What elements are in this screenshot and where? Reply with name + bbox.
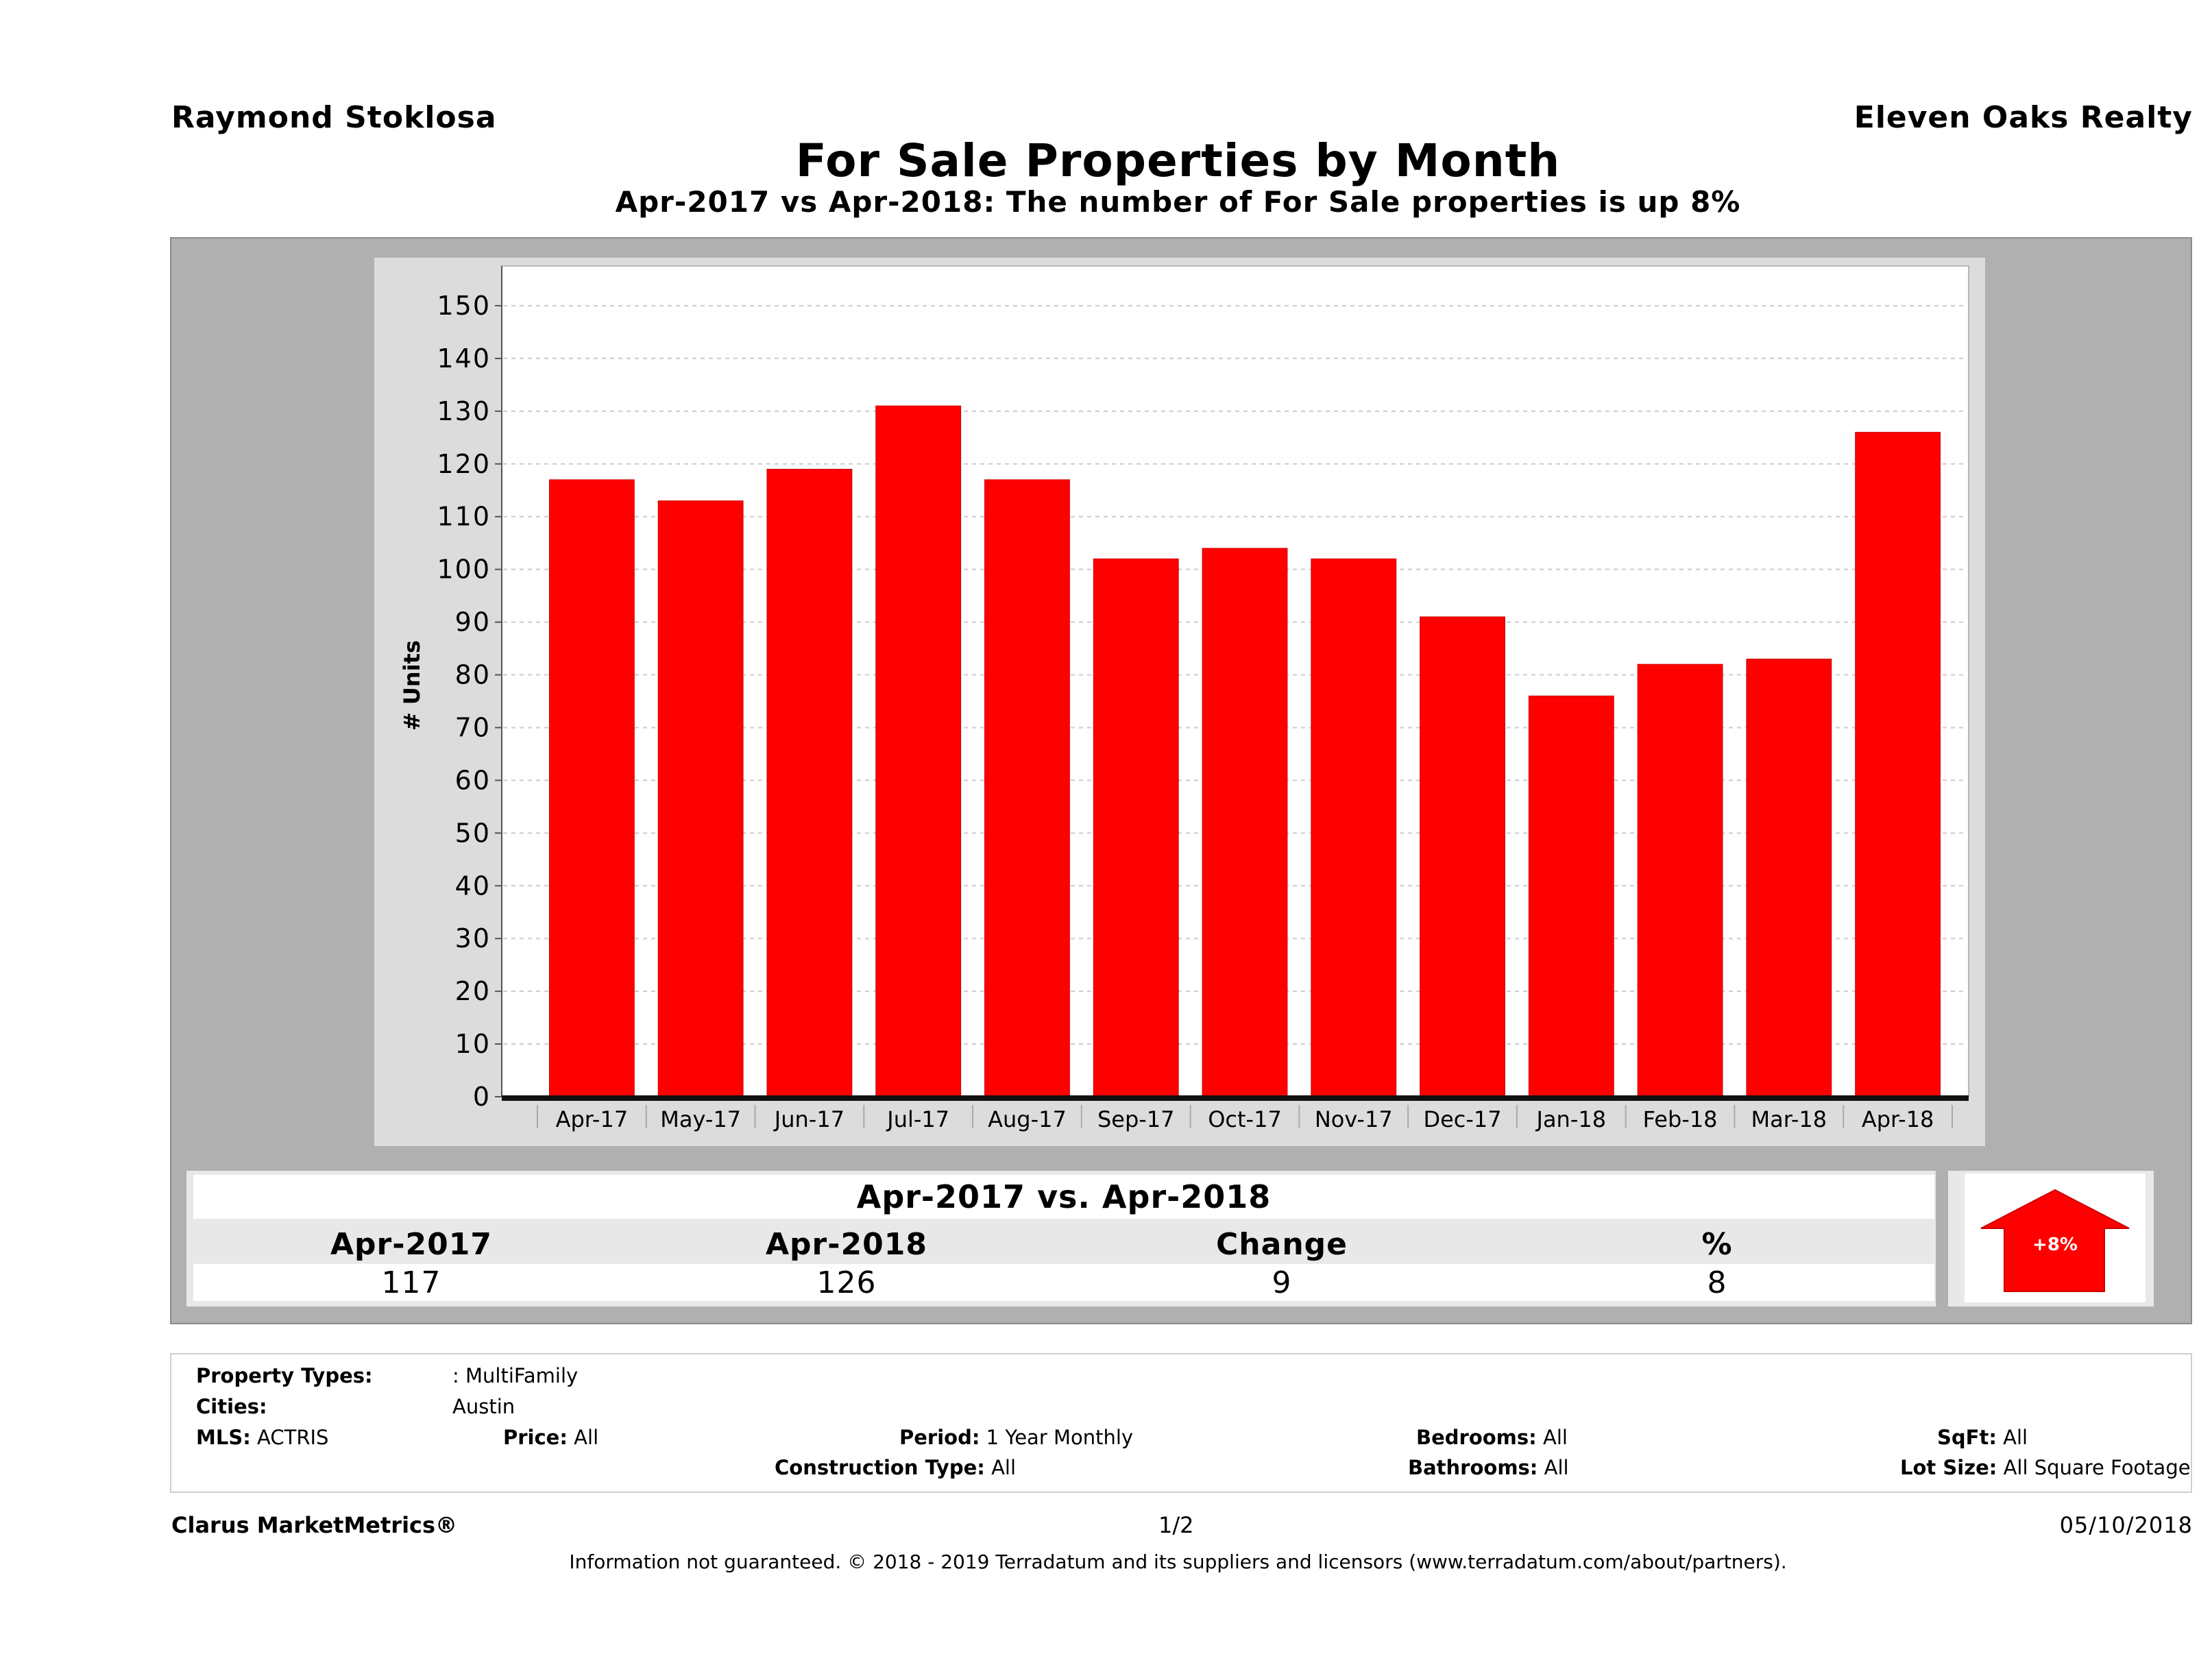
y-tick-label: 80 [455,660,491,690]
summary-values-row [193,1264,1934,1301]
bar-feb-18 [1637,664,1723,1097]
filter-cities: Cities: [196,1395,267,1418]
y-tick-label: 70 [455,712,491,742]
report-subtitle: Apr-2017 vs Apr-2018: The number of For … [615,185,1741,219]
filter-value: 1 Year Monthly [986,1426,1134,1449]
filter-value: All [991,1456,1017,1479]
filter-label: Cities: [196,1395,267,1418]
filters-panel [170,1353,2192,1493]
filter-value: All Square Footage [2003,1456,2191,1479]
x-tick-label: Sep-17 [1097,1106,1175,1132]
filter-value: ACTRIS [257,1426,329,1449]
filter-mls: MLS: ACTRIS [196,1426,328,1449]
filter-bedrooms: Bedrooms: All [1416,1426,1568,1449]
x-tick-label: Jun-17 [773,1106,844,1132]
bar-sep-17 [1093,558,1179,1097]
filter-bathrooms: Bathrooms: All [1408,1456,1569,1479]
filter-label: MLS: [196,1426,251,1449]
bar-nov-17 [1311,558,1397,1097]
filter-property-types: Property Types: [196,1364,373,1387]
agent-name: Raymond Stoklosa [171,100,497,135]
up-arrow-icon: +8% [1980,1189,2130,1292]
x-tick-label: Apr-18 [1862,1106,1934,1132]
summary-header-apr-2018: Apr-2018 [766,1227,927,1262]
filter-label: Construction Type: [775,1456,985,1479]
y-tick-label: 120 [437,449,491,479]
bar-jan-18 [1528,695,1614,1097]
x-tick-label: May-17 [660,1106,741,1132]
x-tick-label: Feb-18 [1643,1106,1718,1132]
filter-label: Property Types: [196,1364,373,1387]
filter-label: SqFt: [1937,1426,1997,1449]
summary-value-apr-2018: 126 [816,1265,877,1300]
footer-date: 05/10/2018 [2059,1512,2193,1538]
filter-label: Lot Size: [1900,1456,1997,1479]
bar-apr-18 [1855,432,1941,1097]
y-tick-label: 60 [455,765,491,795]
y-tick-label: 110 [437,502,491,532]
filter-label: Period: [899,1426,980,1449]
y-tick-label: 0 [473,1082,491,1112]
x-tick-label: Mar-18 [1751,1106,1827,1132]
footer-product: Clarus MarketMetrics® [171,1512,458,1538]
filter-value: All [1542,1426,1568,1449]
bar-may-17 [657,500,744,1097]
filter-value: All [574,1426,599,1449]
bar-oct-17 [1202,548,1288,1097]
x-tick-label: Apr-17 [556,1106,629,1132]
x-tick-label: Nov-17 [1315,1106,1393,1132]
filter-period: Period: 1 Year Monthly [899,1426,1133,1449]
bar-chart: 0 10 20 30 40 50 60 70 80 90 100 110 120 130 140 150 Ap… [399,265,1969,1132]
bar-apr-17 [548,479,635,1097]
footer-page-number: 1/2 [1158,1512,1194,1538]
change-badge-label: +8% [2032,1235,2078,1255]
x-tick-label: Aug-17 [988,1106,1067,1132]
y-tick-label: 50 [455,818,491,848]
summary-value-change: 9 [1272,1265,1292,1300]
x-tick-label: Jul-17 [886,1106,949,1132]
bars [548,405,1941,1097]
bar-aug-17 [984,479,1070,1097]
x-tick-label: Dec-17 [1423,1106,1501,1132]
summary-value-apr-2017: 117 [381,1265,441,1300]
filter-cities-value: Austin [452,1395,515,1418]
summary-header-apr-2017: Apr-2017 [330,1227,492,1262]
y-tick-label: 40 [455,871,491,901]
x-axis: Apr-17 May-17 Jun-17 Jul-17 Aug-17 Sep-17 Oct-… [502,1095,1969,1132]
y-tick-label: 20 [455,976,491,1006]
x-tick-label: Jan-18 [1535,1106,1607,1132]
filter-label: Bedrooms: [1416,1426,1537,1449]
filter-label: Price: [503,1426,568,1449]
brokerage-name: Eleven Oaks Realty [1854,100,2193,135]
summary-value-percent: 8 [1707,1265,1727,1300]
y-tick-label: 140 [437,343,491,374]
filter-value: All [1544,1456,1569,1479]
filter-sqft: SqFt: All [1937,1426,2028,1449]
y-tick-label: 130 [437,396,491,426]
y-axis: 0 10 20 30 40 50 60 70 80 90 100 110 120 130 140 150 [437,266,502,1112]
y-tick-label: 150 [437,291,491,321]
summary-header-change: Change [1216,1227,1348,1262]
filter-construction-type: Construction Type: All [775,1456,1016,1479]
filter-price: Price: All [503,1426,598,1449]
footer-disclaimer: Information not guaranteed. © 2018 - 201… [569,1551,1787,1573]
bar-mar-18 [1746,658,1832,1097]
bar-jun-17 [766,468,853,1097]
summary-header-percent: % [1701,1227,1733,1262]
report-title: For Sale Properties by Month [795,134,1561,187]
filter-property-types-value: : MultiFamily [452,1364,579,1387]
y-tick-label: 100 [437,555,491,585]
x-tick-label: Oct-17 [1208,1106,1282,1132]
y-tick-label: 10 [455,1029,491,1059]
filter-label: Bathrooms: [1408,1456,1538,1479]
bar-jul-17 [875,405,962,1097]
summary-title: Apr-2017 vs. Apr-2018 [193,1175,1934,1219]
filter-value: All [2003,1426,2028,1449]
bar-dec-17 [1420,616,1505,1097]
y-tick-label: 30 [455,923,491,953]
y-tick-label: 90 [455,607,491,637]
filter-lot-size: Lot Size: All Square Footage [1900,1456,2191,1479]
y-axis-label: # Units [399,640,425,731]
